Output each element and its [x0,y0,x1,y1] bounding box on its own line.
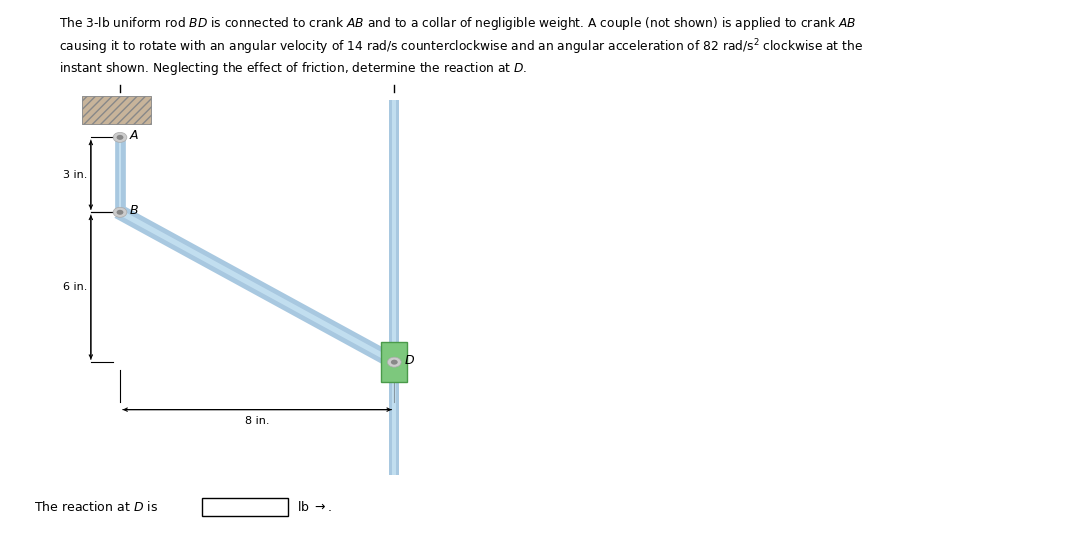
Text: The reaction at $D$ is: The reaction at $D$ is [35,500,159,514]
Polygon shape [114,137,125,212]
Text: 8 in.: 8 in. [245,416,269,426]
Circle shape [117,135,123,140]
Text: lb $\rightarrow$.: lb $\rightarrow$. [297,500,332,514]
Circle shape [113,207,126,217]
Polygon shape [118,211,396,364]
Text: A: A [130,129,138,142]
Text: The 3-lb uniform rod $BD$ is connected to crank $AB$ and to a collar of negligib: The 3-lb uniform rod $BD$ is connected t… [59,15,856,32]
Polygon shape [119,137,121,212]
Circle shape [391,360,397,365]
Text: 6 in.: 6 in. [64,282,87,292]
Bar [392,100,396,475]
Bar [202,498,288,517]
Circle shape [388,357,401,367]
Polygon shape [114,207,400,368]
Text: B: B [130,204,138,217]
Bar [82,96,151,124]
Text: 3 in.: 3 in. [64,170,87,180]
Text: instant shown. Neglecting the effect of friction, determine the reaction at $D$.: instant shown. Neglecting the effect of … [59,60,528,77]
Circle shape [113,133,126,142]
Bar [381,342,407,382]
Text: D: D [405,354,415,367]
Bar [82,96,151,124]
Circle shape [117,210,123,215]
Text: causing it to rotate with an angular velocity of 14 rad/s counterclockwise and a: causing it to rotate with an angular vel… [59,38,864,57]
Bar [389,100,400,475]
